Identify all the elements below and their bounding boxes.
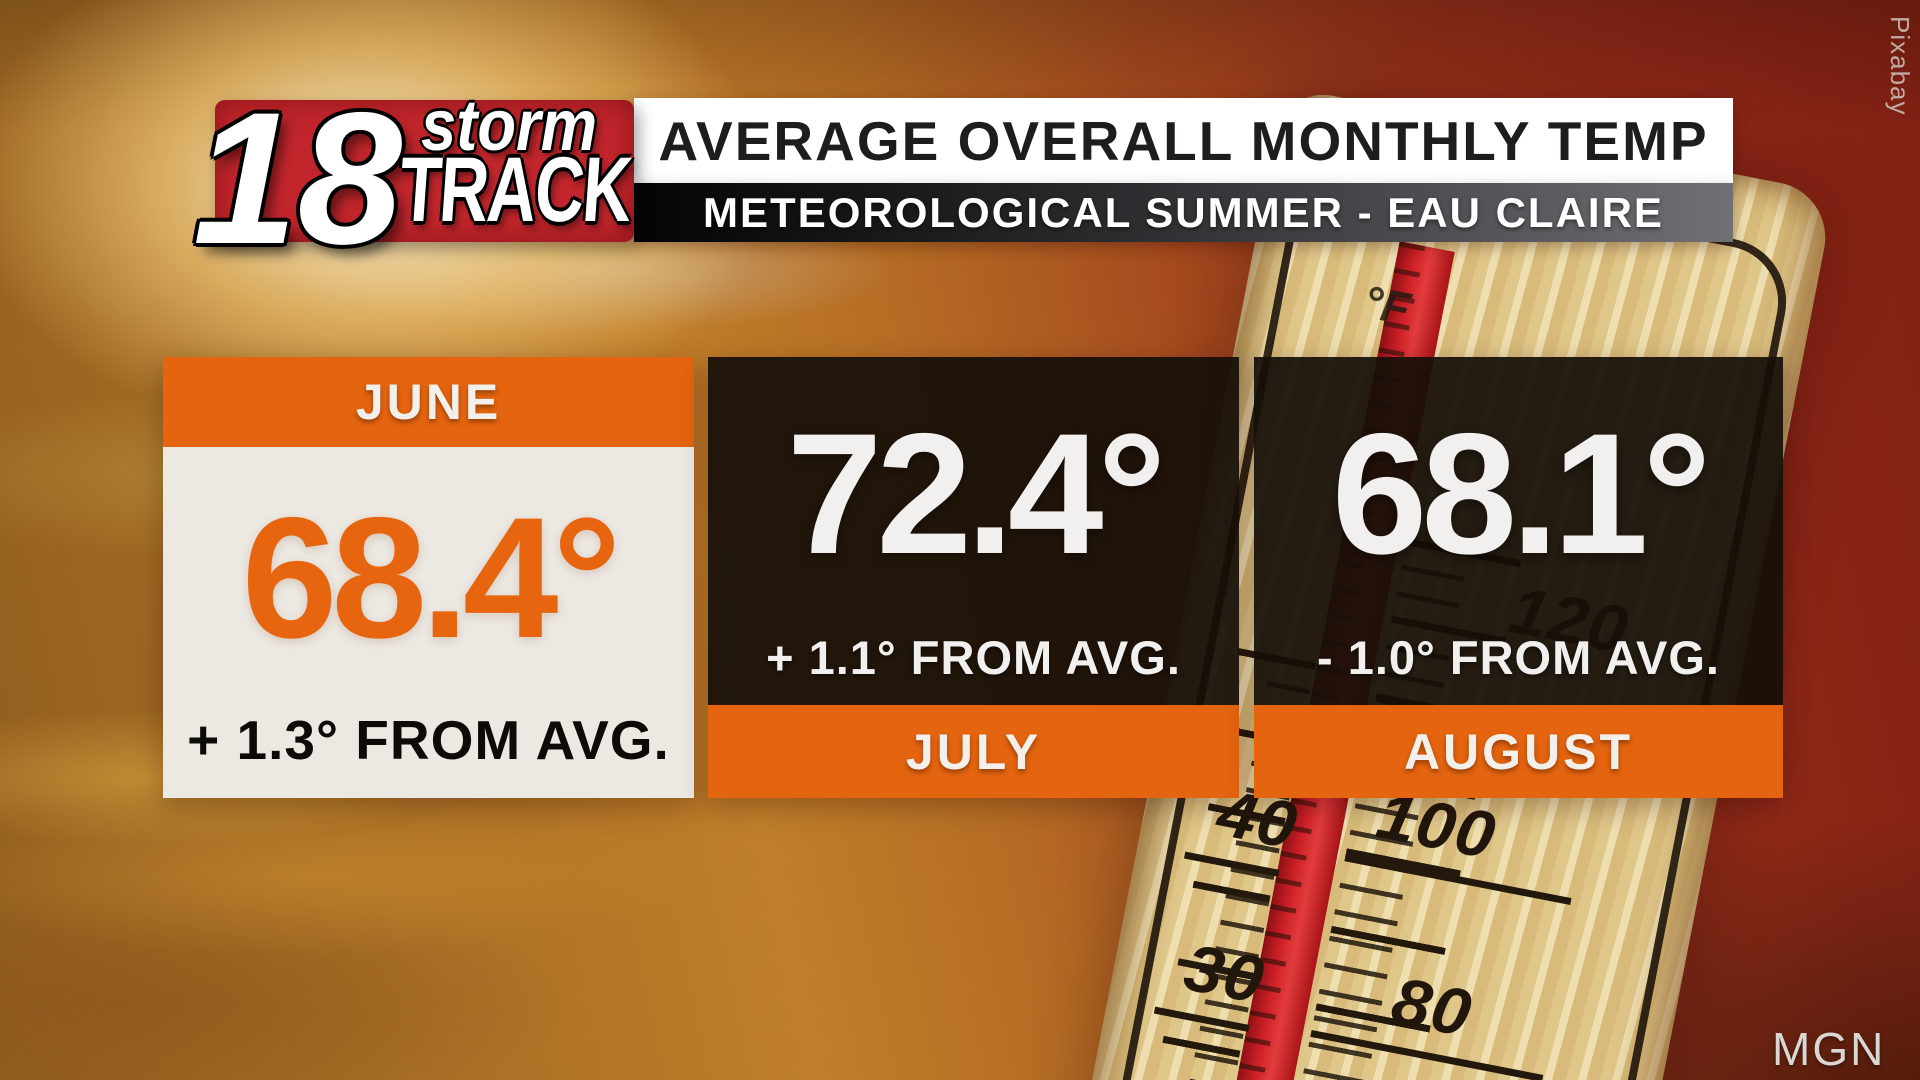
header-title-bar: AVERAGE OVERALL MONTHLY TEMP bbox=[634, 98, 1733, 183]
temp-card-august: 68.1° - 1.0° FROM AVG. AUGUST bbox=[1254, 357, 1783, 798]
july-temp-value: 72.4° bbox=[786, 397, 1167, 590]
august-month-label: AUGUST bbox=[1403, 723, 1634, 780]
august-month-bar: AUGUST bbox=[1254, 705, 1783, 798]
july-month-label: JULY bbox=[905, 723, 1042, 780]
temp-card-july: 72.4° + 1.1° FROM AVG. JULY bbox=[708, 357, 1239, 798]
thermometer-label-80: 80 bbox=[1386, 962, 1478, 1051]
july-month-bar: JULY bbox=[708, 705, 1239, 798]
august-temp-value: 68.1° bbox=[1331, 397, 1712, 590]
page-subtitle: METEOROLOGICAL SUMMER - EAU CLAIRE bbox=[703, 188, 1664, 236]
july-card-body: 72.4° + 1.1° FROM AVG. bbox=[708, 357, 1239, 705]
logo-word-storm: storm bbox=[421, 86, 598, 166]
july-temp-delta: + 1.1° FROM AVG. bbox=[766, 631, 1181, 684]
pixabay-watermark: Pixabay bbox=[1885, 16, 1915, 116]
storm-track-18-logo: 18 storm TRACK bbox=[193, 84, 635, 272]
august-card-body: 68.1° - 1.0° FROM AVG. bbox=[1254, 357, 1783, 705]
logo-number: 18 bbox=[193, 73, 403, 283]
temp-card-june: JUNE 68.4° + 1.3° FROM AVG. bbox=[163, 357, 694, 798]
june-card-body: 68.4° + 1.3° FROM AVG. bbox=[163, 447, 694, 798]
august-temp-delta: - 1.0° FROM AVG. bbox=[1317, 631, 1720, 684]
june-temp-value: 68.4° bbox=[241, 481, 622, 674]
page-title: AVERAGE OVERALL MONTHLY TEMP bbox=[658, 109, 1709, 172]
thermometer-unit-label: °F bbox=[1358, 274, 1415, 335]
june-temp-delta: + 1.3° FROM AVG. bbox=[187, 709, 670, 771]
thermometer-label-30: 30 bbox=[1178, 929, 1271, 1018]
header-subtitle-bar: METEOROLOGICAL SUMMER - EAU CLAIRE bbox=[634, 183, 1733, 242]
logo-word-track: TRACK bbox=[396, 139, 635, 241]
june-month-label: JUNE bbox=[355, 374, 502, 430]
june-month-bar: JUNE bbox=[163, 357, 694, 447]
mgn-watermark: MGN bbox=[1772, 1023, 1886, 1075]
